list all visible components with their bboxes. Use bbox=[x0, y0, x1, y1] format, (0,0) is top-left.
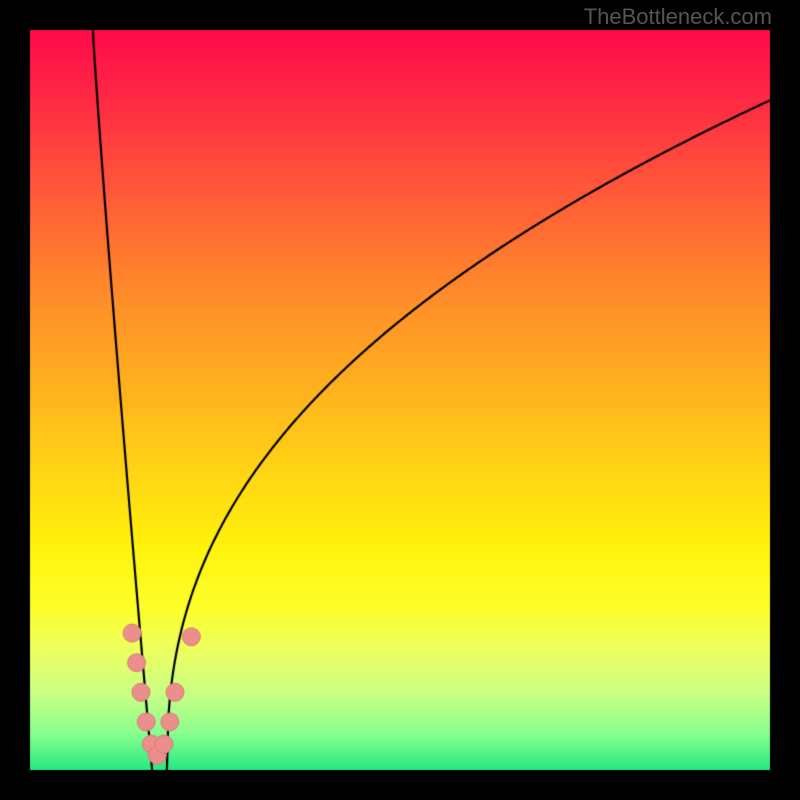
bottleneck-chart bbox=[0, 0, 800, 800]
